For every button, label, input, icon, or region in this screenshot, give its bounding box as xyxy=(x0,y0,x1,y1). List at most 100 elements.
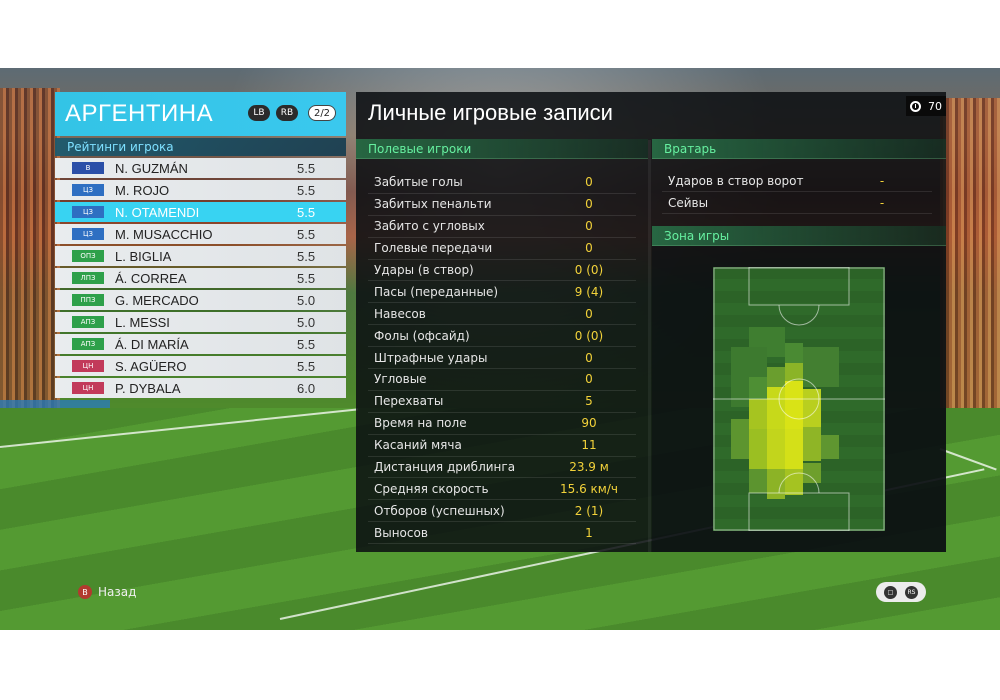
field-stats-list: Забитые голы 0 Забитых пенальти 0 Забито с у… xyxy=(368,172,636,545)
stat-row: Выносов 1 xyxy=(368,522,636,545)
position-badge: ЦН xyxy=(72,360,104,372)
heatmap-cell xyxy=(767,469,785,499)
rs-stick-icon[interactable]: RS xyxy=(905,585,918,599)
stat-label: Навесов xyxy=(374,306,426,321)
player-row[interactable]: АПЗ Á. DI MARÍA 5.5 xyxy=(55,334,346,354)
stat-label: Угловые xyxy=(374,372,427,387)
player-name: N. OTAMENDI xyxy=(115,204,200,220)
player-row[interactable]: ОПЗ L. BIGLIA 5.5 xyxy=(55,246,346,266)
team-header: АРГЕНТИНА LB RB 2/2 xyxy=(55,92,346,136)
player-list: В N. GUZMÁN 5.5 ЦЗ M. ROJO 5.5 ЦЗ N. OTAMENDI 5.… xyxy=(55,158,346,398)
goalkeeper-stats-list: Ударов в створ ворот - Сейвы - xyxy=(662,170,932,214)
penalty-arc-bottom xyxy=(778,472,820,494)
player-row[interactable]: АПЗ L. MESSI 5.0 xyxy=(55,312,346,332)
heatmap-cell xyxy=(785,429,803,469)
stat-row: Фолы (офсайд) 0 (0) xyxy=(368,325,636,348)
rb-button[interactable]: RB xyxy=(276,105,298,121)
stat-row: Дистанция дриблинга 23.9 м xyxy=(368,457,636,479)
stat-value: 0 xyxy=(585,372,593,387)
heatmap-cell xyxy=(749,377,767,399)
player-name: G. MERCADO xyxy=(115,292,199,308)
player-name: Á. CORREA xyxy=(115,270,187,286)
stat-label: Выносов xyxy=(374,525,428,540)
player-name: M. ROJO xyxy=(115,182,170,198)
player-row[interactable]: ЦН P. DYBALA 6.0 xyxy=(55,378,346,398)
stat-label: Ударов в створ ворот xyxy=(668,173,804,188)
stat-value: - xyxy=(879,173,885,188)
stat-row: Штрафные удары 0 xyxy=(368,347,636,370)
stat-row: Перехваты 5 xyxy=(368,391,636,413)
player-name: L. BIGLIA xyxy=(115,248,172,264)
stat-label: Время на поле xyxy=(374,416,467,431)
stat-row: Удары (в створ) 0 (0) xyxy=(368,260,636,282)
heatmap-cell xyxy=(803,347,839,387)
player-row[interactable]: ЦЗ N. OTAMENDI 5.5 xyxy=(55,202,346,222)
stat-label: Забитых пенальти xyxy=(374,197,492,212)
position-badge: ЦЗ xyxy=(72,206,104,218)
stat-value: 2 (1) xyxy=(574,503,604,518)
player-name: M. MUSACCHIO xyxy=(115,226,213,242)
heatmap-cell xyxy=(785,343,803,365)
stat-value: 5 xyxy=(585,394,593,409)
stat-label: Касаний мяча xyxy=(374,438,462,453)
heatmap-cell xyxy=(749,399,767,429)
stat-value: 23.9 м xyxy=(569,460,609,475)
player-name: P. DYBALA xyxy=(115,380,181,396)
player-rating: 5.5 xyxy=(297,204,316,220)
stat-row: Касаний мяча 11 xyxy=(368,435,636,457)
stat-value: 15.6 км/ч xyxy=(560,481,618,496)
heatmap-cell xyxy=(803,427,821,461)
stat-label: Средняя скорость xyxy=(374,481,489,496)
player-row[interactable]: ЦЗ M. ROJO 5.5 xyxy=(55,180,346,200)
player-rating: 5.5 xyxy=(297,226,316,242)
stat-value: 0 xyxy=(585,241,593,256)
position-badge: ОПЗ xyxy=(72,250,104,262)
stat-row: Угловые 0 xyxy=(368,369,636,391)
player-row[interactable]: ЛПЗ Á. CORREA 5.5 xyxy=(55,268,346,288)
position-badge: В xyxy=(72,162,104,174)
pitch-line xyxy=(939,448,997,471)
stat-row: Пасы (переданные) 9 (4) xyxy=(368,281,636,304)
position-badge: ЦЗ xyxy=(72,228,104,240)
player-row[interactable]: ППЗ G. MERCADO 5.0 xyxy=(55,290,346,310)
stat-row: Забитых пенальти 0 xyxy=(368,194,636,216)
heatmap-cell xyxy=(749,429,767,469)
centre-circle xyxy=(778,378,820,420)
position-badge: ЦН xyxy=(72,382,104,394)
heatmap-stripe xyxy=(713,291,885,303)
heatmap-cell xyxy=(767,429,785,469)
stat-row: Забитые голы 0 xyxy=(368,172,636,194)
heatmap-stripe xyxy=(713,267,885,279)
player-row[interactable]: ЦЗ M. MUSACCHIO 5.5 xyxy=(55,224,346,244)
penalty-box-top xyxy=(748,267,850,306)
player-row[interactable]: В N. GUZMÁN 5.5 xyxy=(55,158,346,178)
team-switch-controls: LB RB 2/2 xyxy=(248,105,336,121)
stat-row: Время на поле 90 xyxy=(368,413,636,435)
stat-label: Штрафные удары xyxy=(374,350,488,365)
heatmap-stripe xyxy=(713,315,885,327)
field-players-header: Полевые игроки xyxy=(356,139,648,159)
player-rating: 5.5 xyxy=(297,248,316,264)
team-name: АРГЕНТИНА xyxy=(65,100,214,127)
clock-icon xyxy=(910,100,921,112)
team-ratings-panel: АРГЕНТИНА LB RB 2/2 Рейтинги игрока В N. … xyxy=(55,92,346,398)
heatmap-cell xyxy=(767,387,785,429)
lb-button[interactable]: LB xyxy=(248,105,270,121)
penalty-box-bottom xyxy=(748,492,850,531)
player-name: N. GUZMÁN xyxy=(115,160,188,176)
player-row[interactable]: ЦН S. AGÜERO 5.5 xyxy=(55,356,346,376)
stat-row: Средняя скорость 15.6 км/ч xyxy=(368,478,636,501)
game-background: АРГЕНТИНА LB RB 2/2 Рейтинги игрока В N. … xyxy=(0,68,1000,630)
player-name: Á. DI MARÍA xyxy=(115,336,189,352)
page-indicator: 2/2 xyxy=(308,105,336,121)
heatmap-cell xyxy=(821,435,839,459)
stat-value: 0 xyxy=(585,350,593,365)
player-rating: 5.0 xyxy=(297,292,316,308)
back-button[interactable]: B Назад xyxy=(78,585,136,599)
stat-label: Фолы (офсайд) xyxy=(374,328,470,343)
player-name: S. AGÜERO xyxy=(115,358,187,374)
player-rating: 5.5 xyxy=(297,160,316,176)
stat-label: Отборов (успешных) xyxy=(374,503,505,518)
stat-label: Перехваты xyxy=(374,394,444,409)
chat-icon[interactable]: □ xyxy=(884,585,897,599)
